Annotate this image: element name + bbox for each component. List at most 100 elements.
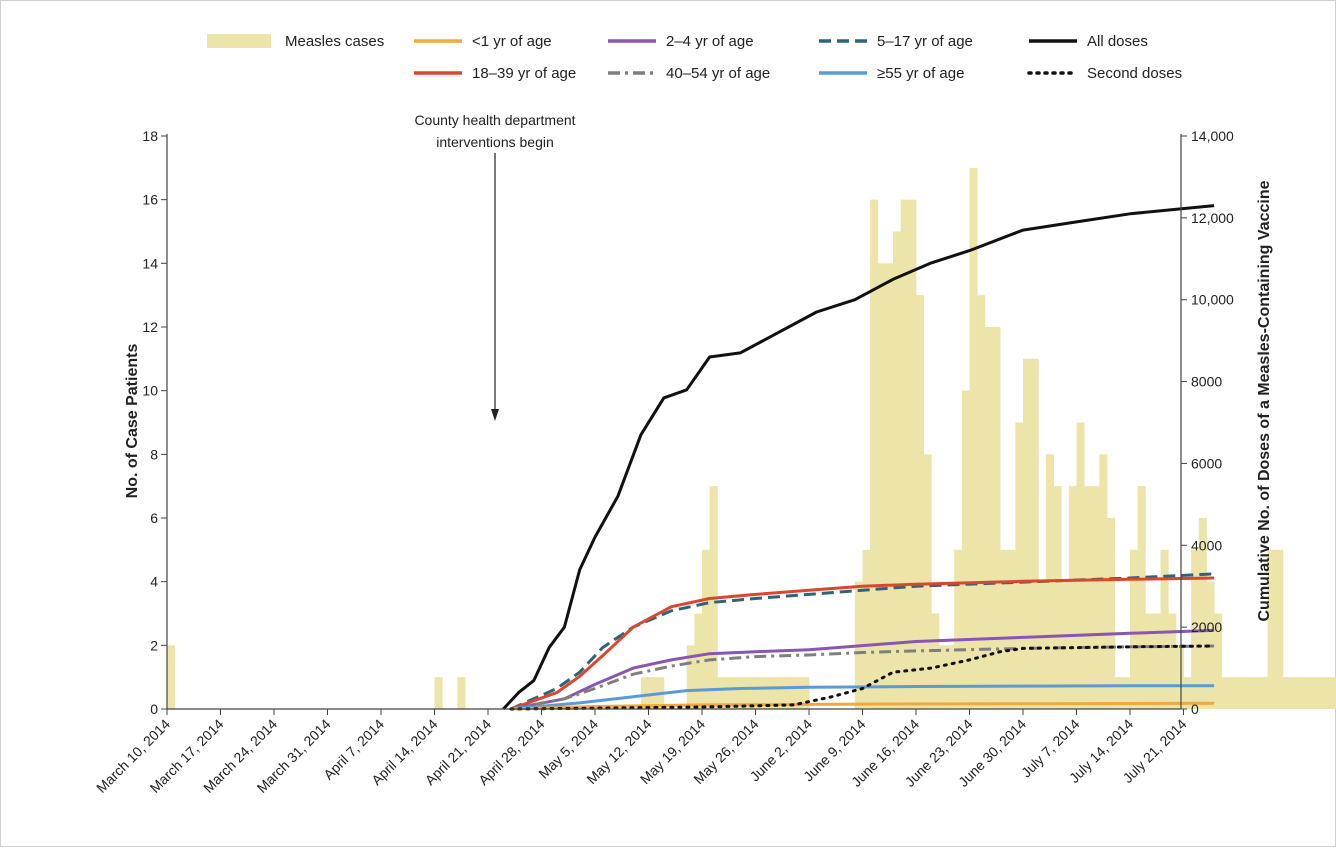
- case-bar: [1000, 549, 1009, 709]
- case-bar: [1076, 422, 1085, 709]
- annotation-arrow-head: [491, 409, 499, 421]
- case-bar: [702, 549, 711, 709]
- annotation-line-2: interventions begin: [436, 134, 554, 150]
- legend-label: <1 yr of age: [472, 33, 552, 50]
- y-tick-label-left: 0: [150, 701, 158, 717]
- case-bar: [1275, 549, 1284, 709]
- y-tick-label-right: 12,000: [1191, 210, 1234, 226]
- series-line: [502, 204, 1215, 711]
- case-bar: [434, 677, 443, 709]
- case-bar: [1259, 677, 1268, 709]
- case-bar: [717, 677, 726, 709]
- case-bar: [686, 645, 695, 709]
- case-bar: [724, 677, 733, 709]
- case-bar: [1290, 677, 1299, 709]
- case-bar: [1007, 549, 1016, 709]
- case-bar: [1282, 677, 1291, 709]
- case-bar: [1237, 677, 1246, 709]
- case-bar: [1221, 677, 1230, 709]
- case-bar: [1114, 677, 1123, 709]
- y-axis-title-left: No. of Case Patients: [124, 344, 141, 499]
- series-line: [510, 628, 1215, 711]
- y-tick-label-left: 12: [142, 319, 158, 335]
- case-bar: [778, 677, 787, 709]
- case-bar: [923, 454, 932, 709]
- case-bar: [969, 167, 978, 710]
- y-tick-label-right: 8000: [1191, 374, 1222, 390]
- case-bar: [1107, 518, 1116, 709]
- y-tick-label-left: 16: [142, 192, 158, 208]
- case-bar: [977, 295, 986, 709]
- case-bar: [1038, 581, 1047, 709]
- case-bar: [1122, 677, 1131, 709]
- case-bar: [1091, 486, 1100, 709]
- case-bar: [1328, 677, 1336, 709]
- case-bar: [167, 645, 176, 709]
- case-bar: [1321, 677, 1330, 709]
- case-bar: [1313, 677, 1322, 709]
- y-tick-label-left: 6: [150, 510, 158, 526]
- case-bar: [900, 199, 909, 709]
- case-bar: [893, 231, 902, 709]
- case-bar: [786, 677, 795, 709]
- case-bar: [1198, 518, 1207, 709]
- case-bar: [1298, 677, 1307, 709]
- case-bar: [457, 677, 466, 709]
- y-axis-title-right: Cumulative No. of Doses of a Measles-Con…: [1256, 180, 1273, 621]
- legend-label: ≥55 yr of age: [877, 65, 964, 82]
- y-tick-label-right: 2000: [1191, 619, 1222, 635]
- case-bar: [793, 677, 802, 709]
- case-bar: [954, 549, 963, 709]
- case-bar: [770, 677, 779, 709]
- case-bar: [870, 199, 879, 709]
- legend-label: 18–39 yr of age: [472, 65, 576, 82]
- case-bar: [916, 295, 925, 709]
- y-tick-label-right: 0: [1191, 701, 1199, 717]
- case-bar: [1068, 486, 1077, 709]
- series-line: [510, 684, 1215, 711]
- legend-label: Measles cases: [285, 33, 384, 50]
- case-bar: [1152, 613, 1161, 709]
- case-bar: [1030, 358, 1039, 709]
- case-bar: [1137, 486, 1146, 709]
- case-bar: [1267, 549, 1276, 709]
- case-bar: [747, 677, 756, 709]
- case-bar: [1053, 486, 1062, 709]
- case-bar: [946, 645, 955, 709]
- legend: Measles cases <1 yr of age 2–4 yr of age 5–…: [207, 33, 1182, 82]
- series-line: [510, 576, 1215, 711]
- case-bar: [801, 677, 810, 709]
- case-bar: [938, 645, 947, 709]
- y-tick-label-right: 14,000: [1191, 128, 1234, 144]
- case-bar: [1252, 677, 1261, 709]
- case-bar: [1145, 613, 1154, 709]
- case-bar: [877, 263, 886, 709]
- legend-label: Second doses: [1087, 65, 1182, 82]
- case-bar: [1229, 677, 1238, 709]
- case-bar: [992, 327, 1001, 709]
- y-tick-label-right: 6000: [1191, 455, 1222, 471]
- case-bar: [1244, 677, 1253, 709]
- legend-swatch: [207, 34, 271, 48]
- y-tick-label-right: 4000: [1191, 537, 1222, 553]
- case-bar: [984, 327, 993, 709]
- case-bar: [1175, 645, 1184, 709]
- case-bar: [1084, 486, 1093, 709]
- case-bar: [931, 613, 940, 709]
- case-bar: [732, 677, 741, 709]
- annotation-line-1: County health department: [414, 112, 575, 128]
- case-bar: [1191, 549, 1200, 709]
- intervention-annotation: County health department interventions b…: [414, 112, 576, 421]
- case-bar: [1023, 358, 1032, 709]
- legend-label: 2–4 yr of age: [666, 33, 754, 50]
- case-bar: [961, 390, 970, 709]
- y-tick-label-left: 4: [150, 574, 158, 590]
- y-tick-label-left: 8: [150, 446, 158, 462]
- case-bar: [1099, 454, 1108, 709]
- y-tick-label-left: 18: [142, 128, 158, 144]
- case-bar: [1061, 581, 1070, 709]
- case-bar: [640, 677, 649, 709]
- case-bar: [1168, 613, 1177, 709]
